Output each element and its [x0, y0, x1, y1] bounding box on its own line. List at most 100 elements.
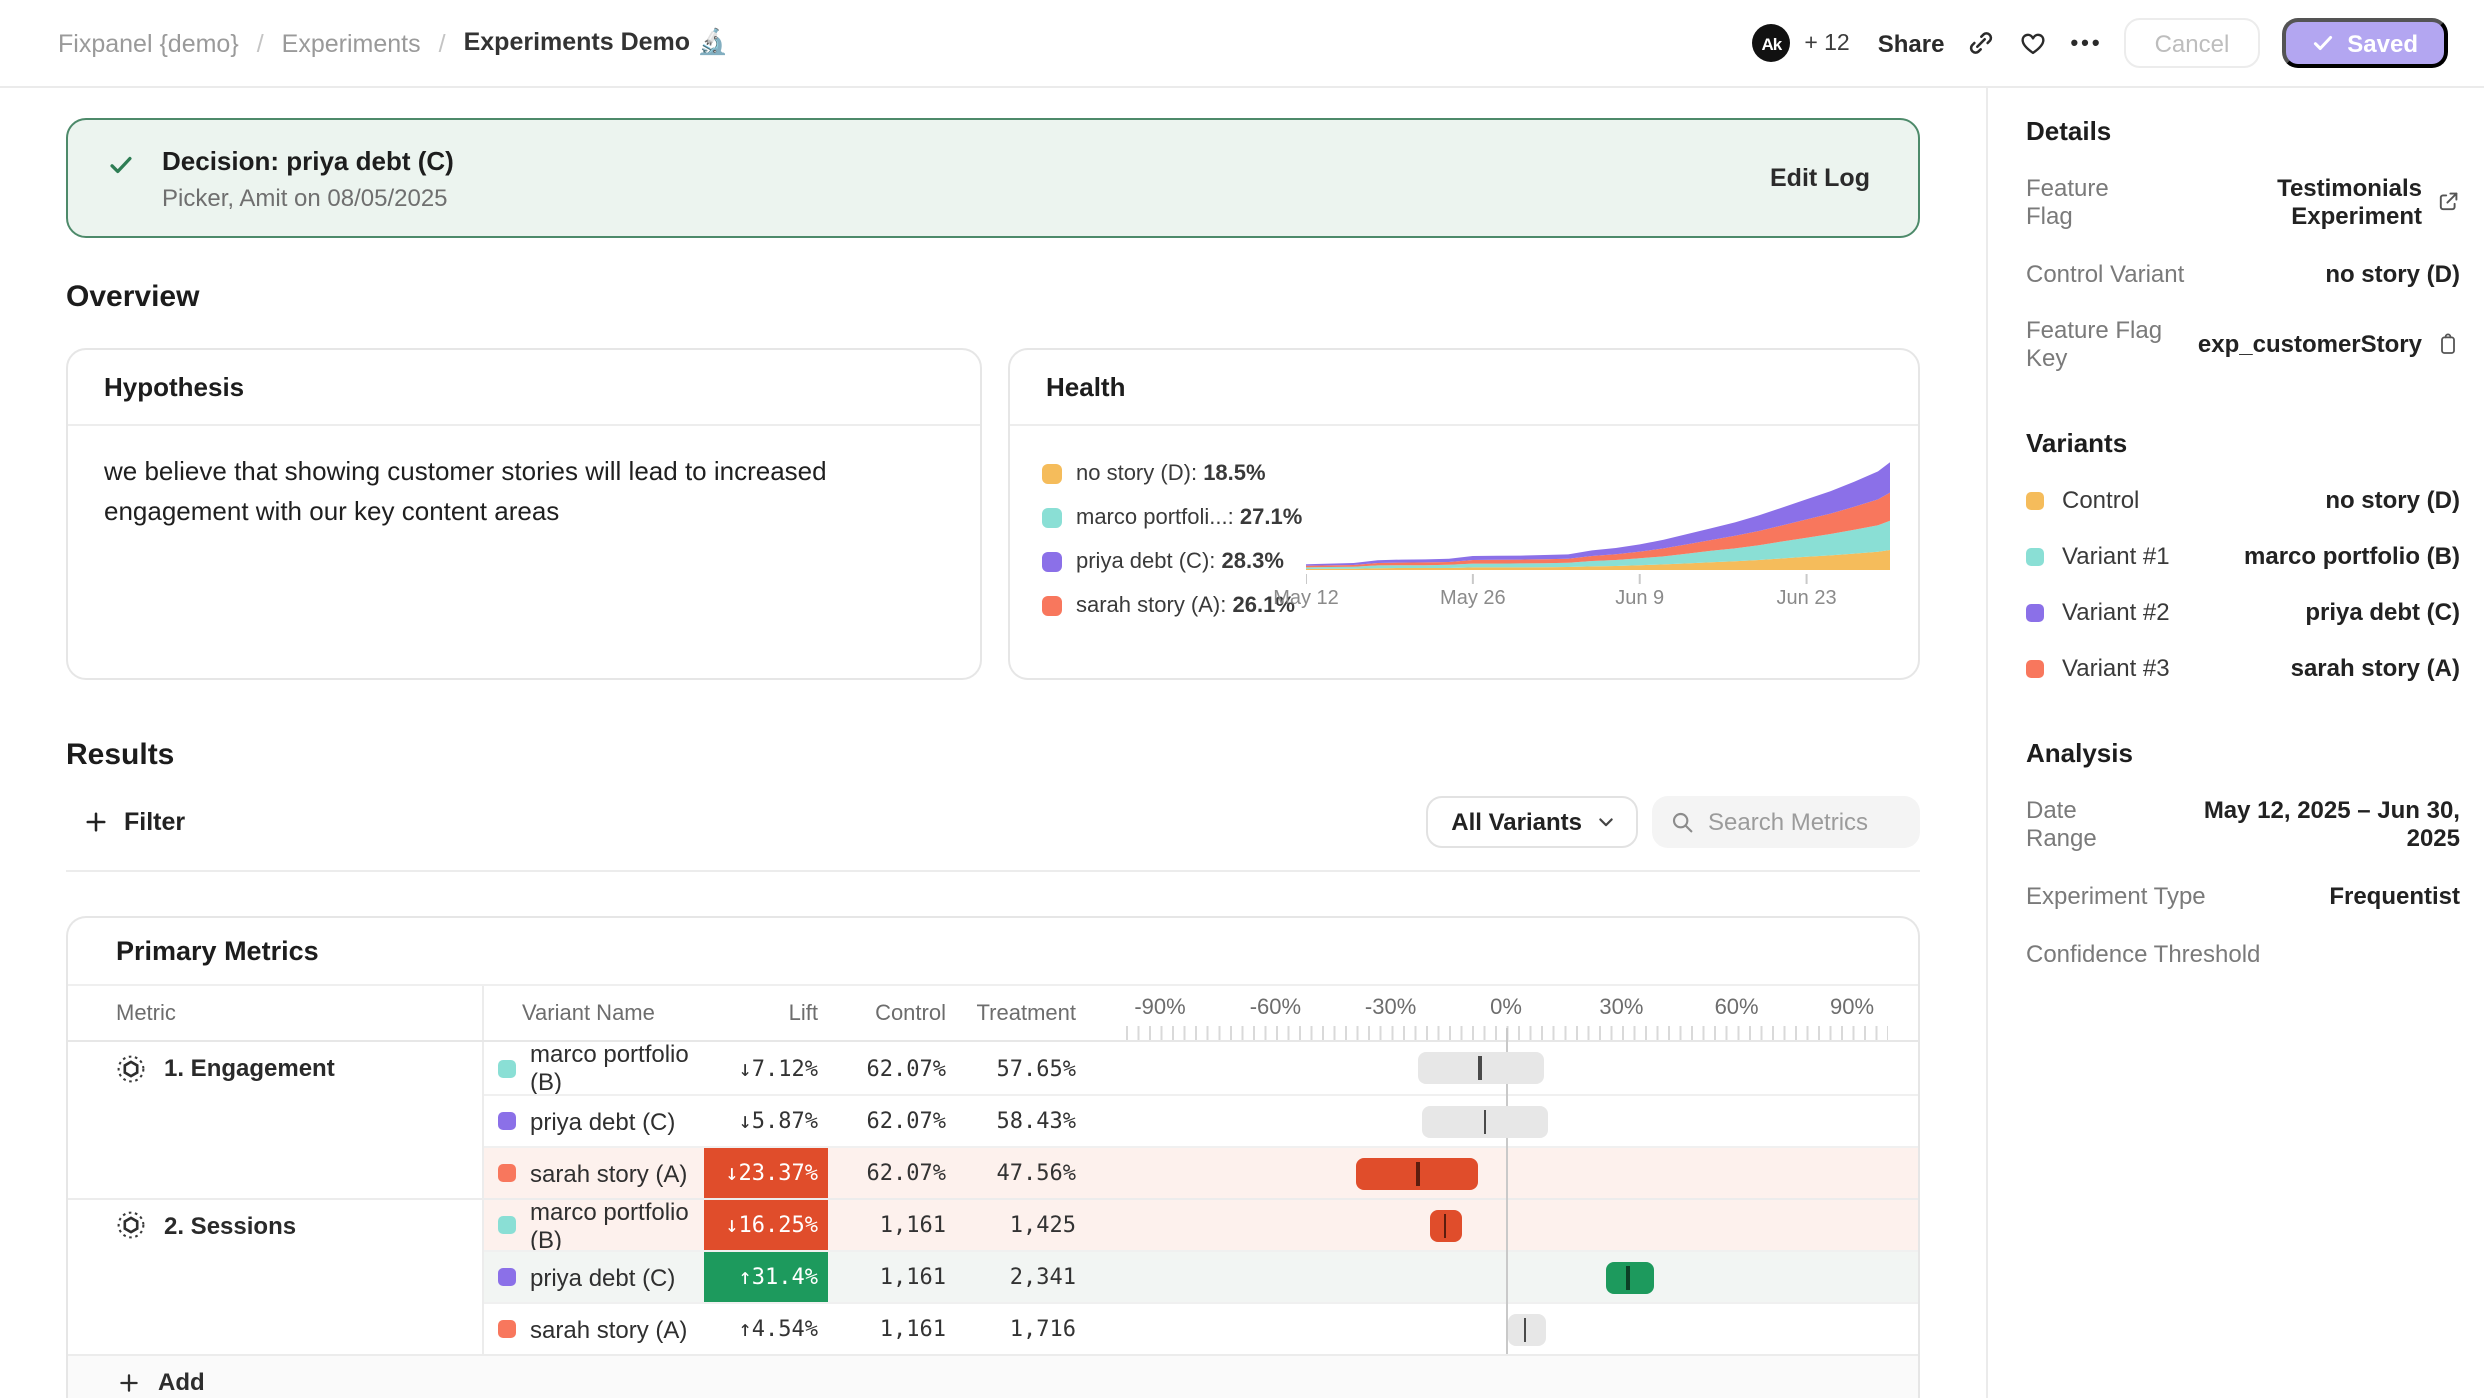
confidence-interval-bar: [1605, 1262, 1654, 1294]
metric-name: 2. Sessions: [164, 1211, 297, 1239]
collaborators-count[interactable]: + 12: [1804, 31, 1850, 55]
confidence-interval-cell: [1076, 1304, 1918, 1354]
lift-cell: ↓7.12%: [738, 1055, 819, 1081]
axis-tick-label: 0%: [1490, 996, 1522, 1020]
health-x-tick-label: May 26: [1440, 588, 1506, 610]
search-icon: [1670, 810, 1694, 834]
confidence-interval-cell: [1076, 1148, 1918, 1198]
detail-value[interactable]: Testimonials Experiment: [2277, 174, 2422, 230]
legend-label: sarah story (A): [1076, 594, 1221, 618]
search-metrics-box[interactable]: [1652, 796, 1920, 848]
variant-filter-dropdown[interactable]: All Variants: [1425, 796, 1638, 848]
legend-label: marco portfoli...: [1076, 506, 1228, 530]
confidence-interval-cell: [1076, 1252, 1918, 1302]
saved-button[interactable]: Saved: [2281, 18, 2448, 68]
add-filter-button[interactable]: Filter: [66, 808, 185, 836]
lift-cell: ↓23.37%: [704, 1148, 828, 1198]
variant-row-control: Control no story (D): [2026, 486, 2460, 514]
treatment-cell: 1,716: [1009, 1316, 1076, 1342]
goal-target-icon: [116, 1210, 146, 1240]
filter-label: Filter: [124, 808, 186, 836]
copy-icon[interactable]: [2436, 332, 2460, 356]
copy-link-icon[interactable]: [1966, 28, 1996, 58]
table-row[interactable]: priya debt (C) ↓5.87% 62.07% 58.43%: [68, 1094, 1918, 1146]
detail-label: Control Variant: [2026, 259, 2185, 287]
results-toolbar: Filter All Variants: [66, 796, 1920, 848]
lift-marker: [1626, 1266, 1630, 1290]
share-button[interactable]: Share: [1877, 29, 1945, 57]
decision-byline: Picker, Amit on 08/05/2025: [162, 183, 448, 211]
variant-row-3: Variant #3 sarah story (A): [2026, 654, 2460, 682]
treatment-cell: 47.56%: [996, 1160, 1077, 1186]
table-row[interactable]: sarah story (A) ↓23.37% 62.07% 47.56%: [68, 1146, 1918, 1198]
table-row[interactable]: sarah story (A) ↑4.54% 1,161 1,716: [68, 1302, 1918, 1354]
variant-value: priya debt (C): [2305, 598, 2460, 626]
table-row[interactable]: 2. Sessions marco portfolio (B) ↓16.25% …: [68, 1197, 1918, 1253]
variant-swatch: [2026, 603, 2044, 621]
overview-heading: Overview: [66, 280, 200, 314]
results-heading: Results: [66, 738, 175, 772]
control-cell: 1,161: [879, 1316, 946, 1342]
variant-swatch: [498, 1216, 516, 1234]
header-actions: Ak + 12 Share ••• Cancel Saved: [1752, 18, 2448, 68]
health-stacked-area-chart: May 12 May 26 Jun 9 Jun 23: [1273, 454, 1890, 662]
variant-name: marco portfolio (B): [530, 1040, 689, 1096]
variants-heading: Variants: [2026, 428, 2128, 458]
column-control: Control: [875, 1001, 946, 1025]
legend-item: priya debt (C): 28.3%: [1042, 550, 1306, 574]
external-link-icon[interactable]: [2436, 190, 2460, 214]
cancel-button[interactable]: Cancel: [2124, 18, 2260, 68]
legend-swatch: [1042, 552, 1062, 572]
axis-tick-label: -60%: [1249, 996, 1302, 1020]
health-title: Health: [1010, 350, 1918, 426]
axis-tick-label: -90%: [1134, 996, 1186, 1020]
plus-icon: [118, 1371, 140, 1393]
treatment-cell: 1,425: [1009, 1212, 1076, 1238]
analysis-heading: Analysis: [2026, 738, 2133, 768]
legend-value: 18.5%: [1203, 462, 1266, 486]
more-options-button[interactable]: •••: [2070, 31, 2103, 55]
decision-check-icon: [108, 151, 134, 177]
hypothesis-title: Hypothesis: [68, 350, 980, 426]
favorite-heart-icon[interactable]: [2018, 28, 2048, 58]
health-x-tick-label: Jun 23: [1776, 588, 1837, 610]
chevron-down-icon: [1596, 812, 1616, 832]
details-heading: Details: [2026, 116, 2112, 146]
check-icon: [2311, 32, 2333, 54]
legend-item: sarah story (A): 26.1%: [1042, 594, 1306, 618]
breadcrumb-experiments[interactable]: Experiments: [281, 29, 421, 57]
treatment-cell: 2,341: [1009, 1264, 1076, 1290]
variant-row-2: Variant #2 priya debt (C): [2026, 598, 2460, 626]
hypothesis-body: we believe that showing customer stories…: [104, 456, 827, 525]
control-cell: 62.07%: [866, 1108, 947, 1134]
analysis-row-experiment-type: Experiment Type Frequentist: [2026, 880, 2460, 910]
variant-label: Control: [2062, 486, 2140, 514]
search-metrics-input[interactable]: [1708, 808, 1908, 836]
analysis-row-confidence-threshold: Confidence Threshold: [2026, 938, 2460, 968]
hypothesis-card: Hypothesis we believe that showing custo…: [66, 348, 982, 680]
avatar[interactable]: Ak: [1752, 24, 1791, 62]
health-card: Health no story (D): 18.5% marco portfol…: [1008, 348, 1920, 680]
edit-log-button[interactable]: Edit Log: [1770, 164, 1870, 192]
variant-swatch: [2026, 659, 2044, 677]
decision-title: Decision: priya debt (C): [162, 145, 454, 175]
decision-text: Decision: priya debt (C) Picker, Amit on…: [162, 145, 454, 211]
variant-name: priya debt (C): [530, 1263, 676, 1291]
variant-label: Variant #2: [2062, 598, 2170, 626]
add-metric-button[interactable]: Add: [68, 1354, 1918, 1398]
table-row[interactable]: priya debt (C) ↑31.4% 1,161 2,341: [68, 1250, 1918, 1302]
legend-swatch: [1042, 508, 1062, 528]
variant-name: sarah story (A): [530, 1315, 688, 1343]
detail-row-feature-flag-key: Feature Flag Key exp_customerStory: [2026, 316, 2460, 372]
detail-row-feature-flag: Feature Flag Testimonials Experiment: [2026, 174, 2460, 230]
detail-value: exp_customerStory: [2197, 330, 2422, 358]
table-row[interactable]: 1. Engagement marco portfolio (B) ↓7.12%…: [68, 1040, 1918, 1096]
legend-value: 27.1%: [1239, 506, 1303, 530]
legend-swatch: [1042, 464, 1062, 484]
detail-row-control-variant: Control Variant no story (D): [2026, 258, 2460, 288]
lift-cell: ↓16.25%: [704, 1200, 828, 1250]
saved-label: Saved: [2347, 29, 2418, 57]
axis-tick-label: -30%: [1364, 996, 1417, 1020]
breadcrumb-project[interactable]: Fixpanel {demo}: [58, 29, 239, 57]
